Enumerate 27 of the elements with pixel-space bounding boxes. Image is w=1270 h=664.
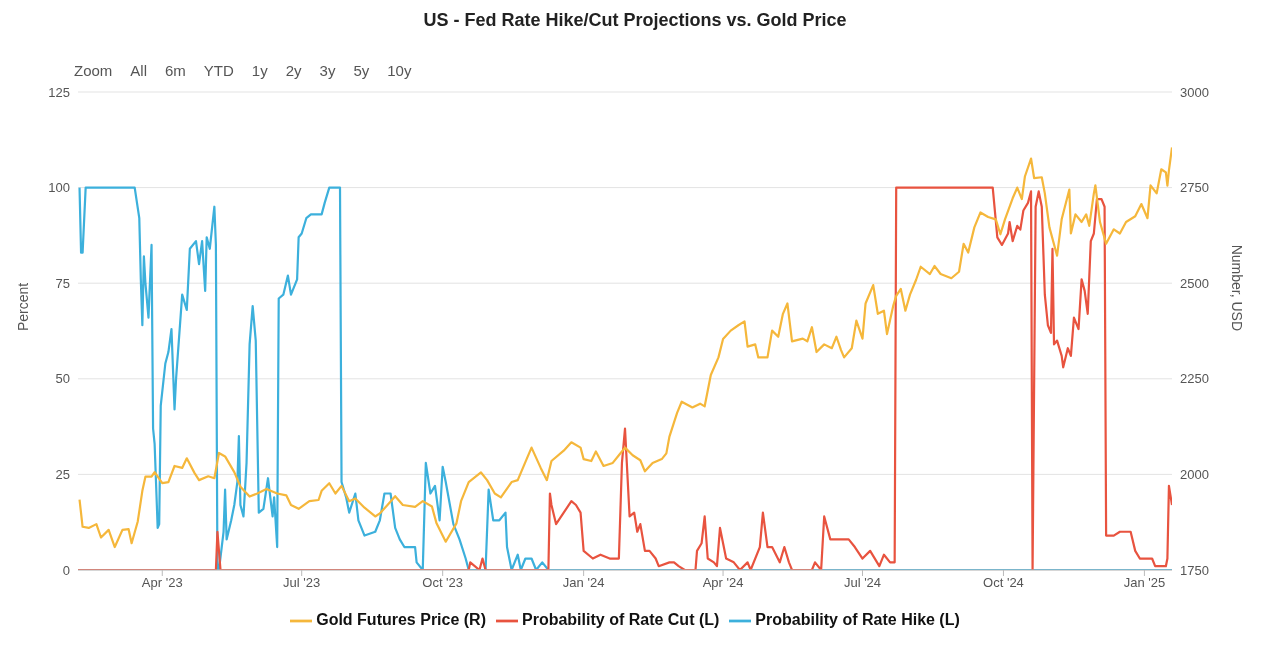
y-tick-label: 0 (62, 562, 70, 578)
y-axis-title: Percent (14, 282, 31, 331)
y2-tick-label: 2750 (1180, 180, 1209, 196)
x-tick-label: Apr '23 (141, 575, 183, 591)
y2-tick-label: 2500 (1180, 275, 1209, 291)
x-tick-label: Oct '23 (422, 575, 464, 591)
x-tick-label: Jan '25 (1123, 575, 1166, 591)
x-tick-label: Oct '24 (983, 575, 1024, 591)
legend-label: Probability of Rate Cut (L) (522, 611, 720, 629)
y2-tick-label: 2000 (1180, 467, 1209, 483)
x-tick-label: Apr '24 (702, 575, 744, 591)
x-tick-label: Jul '24 (843, 575, 882, 591)
y2-tick-label: 3000 (1180, 84, 1209, 100)
legend-label: Probability of Rate Hike (L) (755, 611, 960, 629)
y-tick-label: 75 (55, 275, 70, 291)
x-tick-label: Jan '24 (562, 575, 605, 591)
y2-axis-title: Number, USD (1229, 244, 1246, 331)
x-tick-label: Jul '23 (283, 575, 321, 591)
range-selector: Zoom All 6m YTD 1y 2y 3y 5y 10y (73, 61, 413, 81)
y-tick-label: 25 (55, 467, 70, 483)
y-tick-label: 50 (55, 371, 70, 387)
y-tick-label: 100 (48, 180, 70, 196)
y-tick-label: 125 (48, 84, 70, 100)
y2-tick-label: 2250 (1180, 371, 1209, 387)
chart-title: US - Fed Rate Hike/Cut Projections vs. Gold Price (422, 9, 848, 31)
legend-label: Gold Futures Price (R) (316, 611, 486, 629)
y2-tick-label: 1750 (1180, 562, 1209, 578)
